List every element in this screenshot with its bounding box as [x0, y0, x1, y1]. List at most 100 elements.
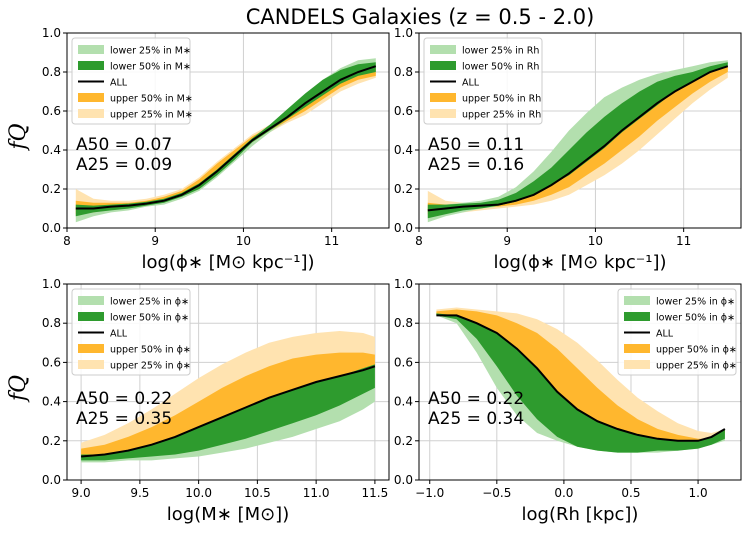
- y-tick-label: 1.0: [394, 26, 413, 40]
- asymmetry-annotation: A25 = 0.34: [428, 409, 524, 429]
- plot-frame: [66, 283, 390, 481]
- legend: lower 25% in Rh lower 50% in Rh ALL upper 5…: [423, 37, 543, 125]
- y-tick-label: 0.6: [42, 355, 61, 369]
- legend-label: lower 25% in ϕ∗: [656, 297, 735, 308]
- legend-label: upper 50% in ϕ∗: [110, 345, 191, 356]
- plot-frame: [418, 283, 742, 481]
- band-lower-50: [75, 62, 376, 217]
- y-tick-label: 0.6: [394, 104, 413, 118]
- y-tick-label: 0.8: [394, 316, 413, 330]
- legend-swatch: [78, 296, 104, 305]
- band-upper-50: [436, 309, 725, 441]
- asymmetry-annotation: A50 = 0.22: [428, 389, 524, 409]
- legend-swatch: [78, 93, 104, 102]
- x-tick-label: 11.5: [362, 486, 389, 500]
- legend-swatch: [430, 109, 456, 118]
- x-axis-label: log(ϕ∗ [M⊙ kpc⁻¹]): [493, 252, 666, 273]
- band-upper-50: [81, 352, 375, 457]
- y-tick-label: 0.4: [394, 143, 413, 157]
- legend-box: [71, 288, 191, 376]
- y-axis-label: fQ: [6, 123, 31, 151]
- legend-label: lower 25% in Rh: [462, 46, 539, 57]
- x-tick-label: 9: [503, 234, 511, 248]
- chart-panel-bottom-right: −1.0 −0.5 0.0 0.5 1.0 0.0 0.2 0.4 0.6 0.8 1.0 log(R…: [394, 277, 742, 525]
- legend-swatch: [78, 45, 104, 54]
- x-tick-label: 8: [415, 234, 423, 248]
- y-tick-label: 0.6: [394, 355, 413, 369]
- plot-frame: [418, 32, 742, 229]
- legend-swatch: [78, 360, 104, 369]
- legend-swatch: [624, 296, 650, 305]
- legend-label: upper 25% in ϕ∗: [110, 361, 191, 372]
- legend: lower 25% in ϕ∗ lower 50% in ϕ∗ ALL upper 5…: [617, 288, 737, 376]
- legend-label: lower 50% in M∗: [110, 62, 191, 73]
- x-tick-label: 9: [151, 234, 159, 248]
- legend-label: ALL: [110, 78, 128, 89]
- legend-label: upper 50% in ϕ∗: [656, 345, 737, 356]
- y-tick-label: 0.2: [394, 182, 413, 196]
- x-tick-label: 1.0: [689, 486, 708, 500]
- legend-swatch: [430, 45, 456, 54]
- x-axis-label: log(ϕ∗ [M⊙ kpc⁻¹]): [141, 252, 314, 273]
- y-axis-label: fQ: [6, 375, 31, 403]
- legend-box: [617, 288, 737, 376]
- band-upper-50: [75, 68, 376, 215]
- legend-box: [423, 37, 543, 125]
- legend-label: upper 25% in ϕ∗: [656, 361, 737, 372]
- band-lower-25: [81, 368, 375, 463]
- band-upper-50: [427, 66, 728, 215]
- asymmetry-annotation: A50 = 0.07: [76, 135, 172, 155]
- x-tick-label: 8: [63, 234, 71, 248]
- y-tick-label: 0.2: [394, 434, 413, 448]
- legend-label: upper 25% in Rh: [462, 110, 541, 121]
- legend-swatch: [78, 61, 104, 70]
- y-tick-label: 0.8: [42, 65, 61, 79]
- legend-swatch: [430, 61, 456, 70]
- y-tick-label: 0.4: [394, 395, 413, 409]
- x-tick-label: 11: [676, 234, 691, 248]
- series-line-all: [436, 314, 726, 442]
- y-tick-label: 1.0: [42, 26, 61, 40]
- y-tick-label: 0.4: [42, 395, 61, 409]
- band-lower-50: [81, 364, 375, 461]
- y-tick-label: 0.0: [394, 221, 413, 235]
- x-tick-label: −1.0: [415, 486, 444, 500]
- x-tick-label: 10.5: [244, 486, 271, 500]
- y-tick-label: 0.8: [42, 316, 61, 330]
- legend-swatch: [430, 93, 456, 102]
- asymmetry-annotation: A50 = 0.22: [76, 389, 172, 409]
- y-tick-label: 0.8: [394, 65, 413, 79]
- y-tick-label: 0.2: [42, 434, 61, 448]
- legend-swatch: [624, 360, 650, 369]
- x-tick-label: 0.5: [621, 486, 640, 500]
- asymmetry-annotation: A25 = 0.09: [76, 155, 172, 175]
- legend-label: ALL: [110, 329, 128, 340]
- x-axis-label: log(Rh [kpc]): [522, 504, 639, 525]
- x-tick-label: 11: [324, 234, 339, 248]
- x-axis-label: log(M∗ [M⊙]): [167, 504, 289, 525]
- legend: lower 25% in ϕ∗ lower 50% in ϕ∗ ALL upper 5…: [71, 288, 191, 376]
- legend-label: upper 50% in Rh: [462, 94, 541, 105]
- y-tick-label: 0.0: [394, 473, 413, 487]
- series-line-all: [75, 65, 377, 210]
- asymmetry-annotation: A25 = 0.16: [428, 155, 524, 175]
- legend-label: lower 50% in ϕ∗: [656, 313, 735, 324]
- x-tick-label: 10.0: [185, 486, 212, 500]
- y-tick-label: 1.0: [42, 277, 61, 291]
- legend-label: upper 25% in M∗: [110, 110, 193, 121]
- series-line-all: [81, 365, 376, 458]
- y-tick-label: 0.4: [42, 143, 61, 157]
- y-tick-label: 0.6: [42, 104, 61, 118]
- plot-frame: [66, 32, 390, 229]
- legend-label: lower 50% in ϕ∗: [110, 313, 189, 324]
- legend-label: lower 25% in ϕ∗: [110, 297, 189, 308]
- chart-panel-top-left: 8 9 10 11 0.0 0.2 0.4 0.6 0.8 1.0 log(ϕ∗ [M⊙ kpc⁻¹…: [6, 26, 390, 273]
- x-tick-label: 9.5: [130, 486, 149, 500]
- legend-label: ALL: [656, 329, 674, 340]
- band-lower-50: [436, 313, 725, 453]
- x-tick-label: 10: [588, 234, 603, 248]
- y-tick-label: 1.0: [394, 277, 413, 291]
- figure-title: CANDELS Galaxies (z = 0.5 - 2.0): [246, 5, 595, 29]
- legend-swatch: [78, 312, 104, 321]
